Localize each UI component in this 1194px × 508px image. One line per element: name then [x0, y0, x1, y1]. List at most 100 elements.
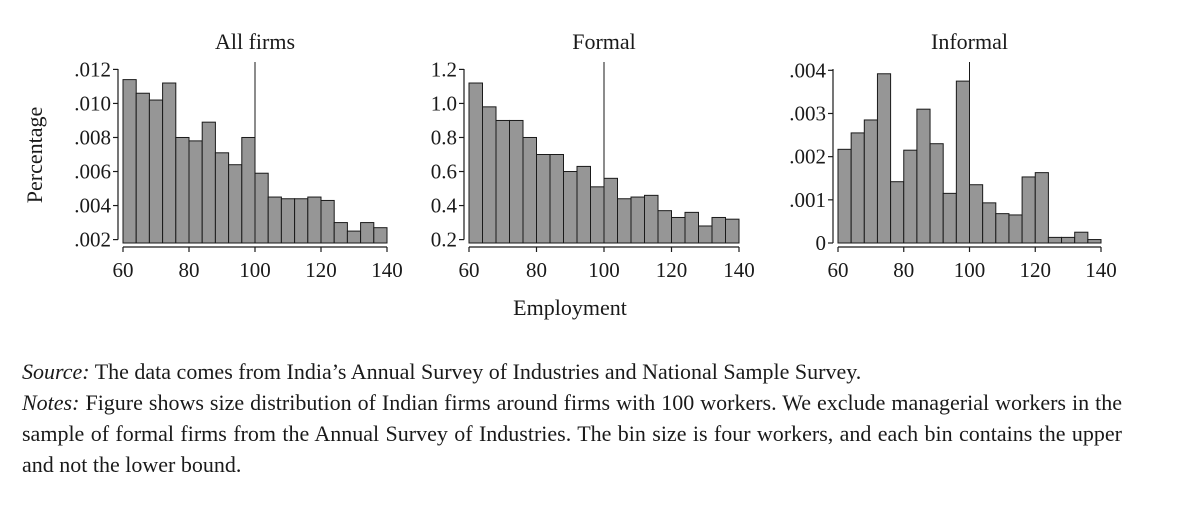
histogram-bar — [267, 196, 282, 244]
x-tick-label: 140 — [371, 258, 403, 282]
histogram-bar — [468, 82, 483, 244]
histogram-bar — [563, 171, 578, 244]
caption-notes-text: Figure shows size distribution of Indian… — [22, 390, 1122, 477]
y-tick-label: 1.2 — [431, 57, 457, 81]
histogram-bar — [684, 211, 699, 244]
x-axis-label: Employment — [513, 295, 627, 320]
histogram-bar — [969, 184, 984, 244]
x-tick-label: 100 — [954, 258, 986, 282]
y-tick-label: 0.2 — [431, 228, 457, 252]
x-tick-label: 120 — [1020, 258, 1052, 282]
y-tick-label: .003 — [789, 101, 826, 125]
histogram-bar — [711, 216, 726, 244]
y-axis-label: Percentage — [22, 107, 47, 204]
histogram-bar — [617, 198, 632, 244]
histogram-bar — [320, 199, 335, 244]
y-tick-label: 0 — [816, 231, 827, 255]
x-tick-label: 80 — [893, 258, 914, 282]
panel-title: Formal — [572, 29, 636, 54]
histogram-bar — [188, 140, 203, 244]
panel-title: All firms — [215, 29, 295, 54]
y-tick-label: .006 — [74, 160, 111, 184]
histogram-bar — [1074, 231, 1089, 244]
caption-source-lead: Source: — [22, 359, 90, 384]
histogram-bar — [294, 198, 309, 244]
histogram-bar — [1087, 239, 1102, 244]
y-tick-label: 0.4 — [431, 194, 458, 218]
histogram-bar — [1034, 172, 1049, 244]
histogram-bar — [1047, 236, 1063, 244]
histogram-bar — [630, 196, 645, 244]
histogram-bar — [333, 222, 348, 244]
histogram-bar — [135, 92, 150, 244]
panel-all-firms: .002 .004 .006 .008 .010 .012 60 80 100 120 140 All… — [74, 29, 403, 282]
histogram-bar — [890, 181, 905, 244]
x-tick-label: 120 — [305, 258, 337, 282]
histogram-bar — [837, 148, 852, 244]
histogram-bar — [576, 165, 591, 244]
panel-informal: 0 .001 .002 .003 .004 60 80 100 120 140 Informal — [789, 29, 1117, 282]
histogram-bar — [850, 132, 865, 244]
y-tick-label: .012 — [74, 57, 111, 81]
histogram-bar — [162, 82, 177, 244]
x-tick-label: 100 — [588, 258, 620, 282]
x-tick-label: 60 — [828, 258, 849, 282]
histogram-bar — [955, 80, 970, 244]
histogram-bar — [725, 218, 740, 244]
panel-formal: 0.2 0.4 0.6 0.8 1.0 1.2 60 80 100 120 140 Formal — [431, 29, 755, 282]
caption-source-text: The data comes from India’s Annual Surve… — [89, 359, 862, 384]
histogram-bar — [175, 136, 190, 244]
x-tick-label: 120 — [656, 258, 688, 282]
x-tick-label: 80 — [179, 258, 200, 282]
histogram-bar — [214, 152, 230, 244]
histogram-bar — [876, 73, 892, 244]
histogram-bar — [148, 99, 164, 244]
caption-notes-lead: Notes: — [22, 390, 80, 415]
x-tick-label: 80 — [526, 258, 547, 282]
histogram-bar — [122, 79, 137, 244]
histogram-bar — [929, 143, 944, 244]
histogram-bar — [995, 213, 1010, 244]
histogram-bar — [346, 230, 362, 244]
figure-histograms: Percentage .002 .004 .006 .008 .010 .012 60 80 1… — [22, 29, 1117, 320]
y-tick-label: 1.0 — [431, 91, 457, 115]
histogram-bar — [228, 164, 243, 244]
caption-notes: Notes: Figure shows size distribution of… — [22, 387, 1122, 480]
y-tick-label: 0.8 — [431, 125, 457, 149]
histogram-bar — [495, 119, 510, 244]
histogram-bar — [590, 186, 605, 244]
histogram-bar — [657, 210, 672, 244]
panel-title: Informal — [931, 29, 1008, 54]
y-tick-label: .008 — [74, 125, 111, 149]
histogram-bar — [1061, 236, 1076, 244]
histogram-bar — [698, 225, 713, 244]
y-tick-label: .010 — [74, 91, 111, 115]
histogram-bar — [903, 149, 918, 244]
histogram-bar — [509, 119, 524, 244]
y-tick-label: 0.6 — [431, 160, 457, 184]
histogram-bar — [671, 216, 686, 244]
histogram-bar — [307, 196, 322, 244]
x-tick-label: 60 — [459, 258, 480, 282]
histogram-bar — [603, 177, 618, 244]
histogram-bar — [522, 136, 537, 244]
histogram-bar — [280, 198, 296, 244]
histogram-bar — [863, 119, 878, 244]
x-tick-label: 100 — [239, 258, 271, 282]
y-tick-label: .002 — [789, 145, 826, 169]
histogram-bar — [254, 172, 269, 244]
histogram-bar — [1021, 176, 1036, 244]
histogram-bar — [201, 121, 216, 244]
histogram-bar — [916, 108, 931, 244]
histogram-bar — [1008, 214, 1023, 244]
histogram-bar — [360, 222, 375, 244]
histogram-bar — [373, 227, 388, 244]
histogram-bar — [644, 194, 659, 244]
x-tick-label: 60 — [113, 258, 134, 282]
histogram-bar — [536, 154, 551, 244]
y-tick-label: .004 — [74, 194, 111, 218]
caption-source: Source: The data comes from India’s Annu… — [22, 356, 1122, 387]
histogram-bar — [942, 192, 957, 244]
histogram-bar — [982, 202, 997, 244]
y-tick-label: .001 — [789, 188, 826, 212]
